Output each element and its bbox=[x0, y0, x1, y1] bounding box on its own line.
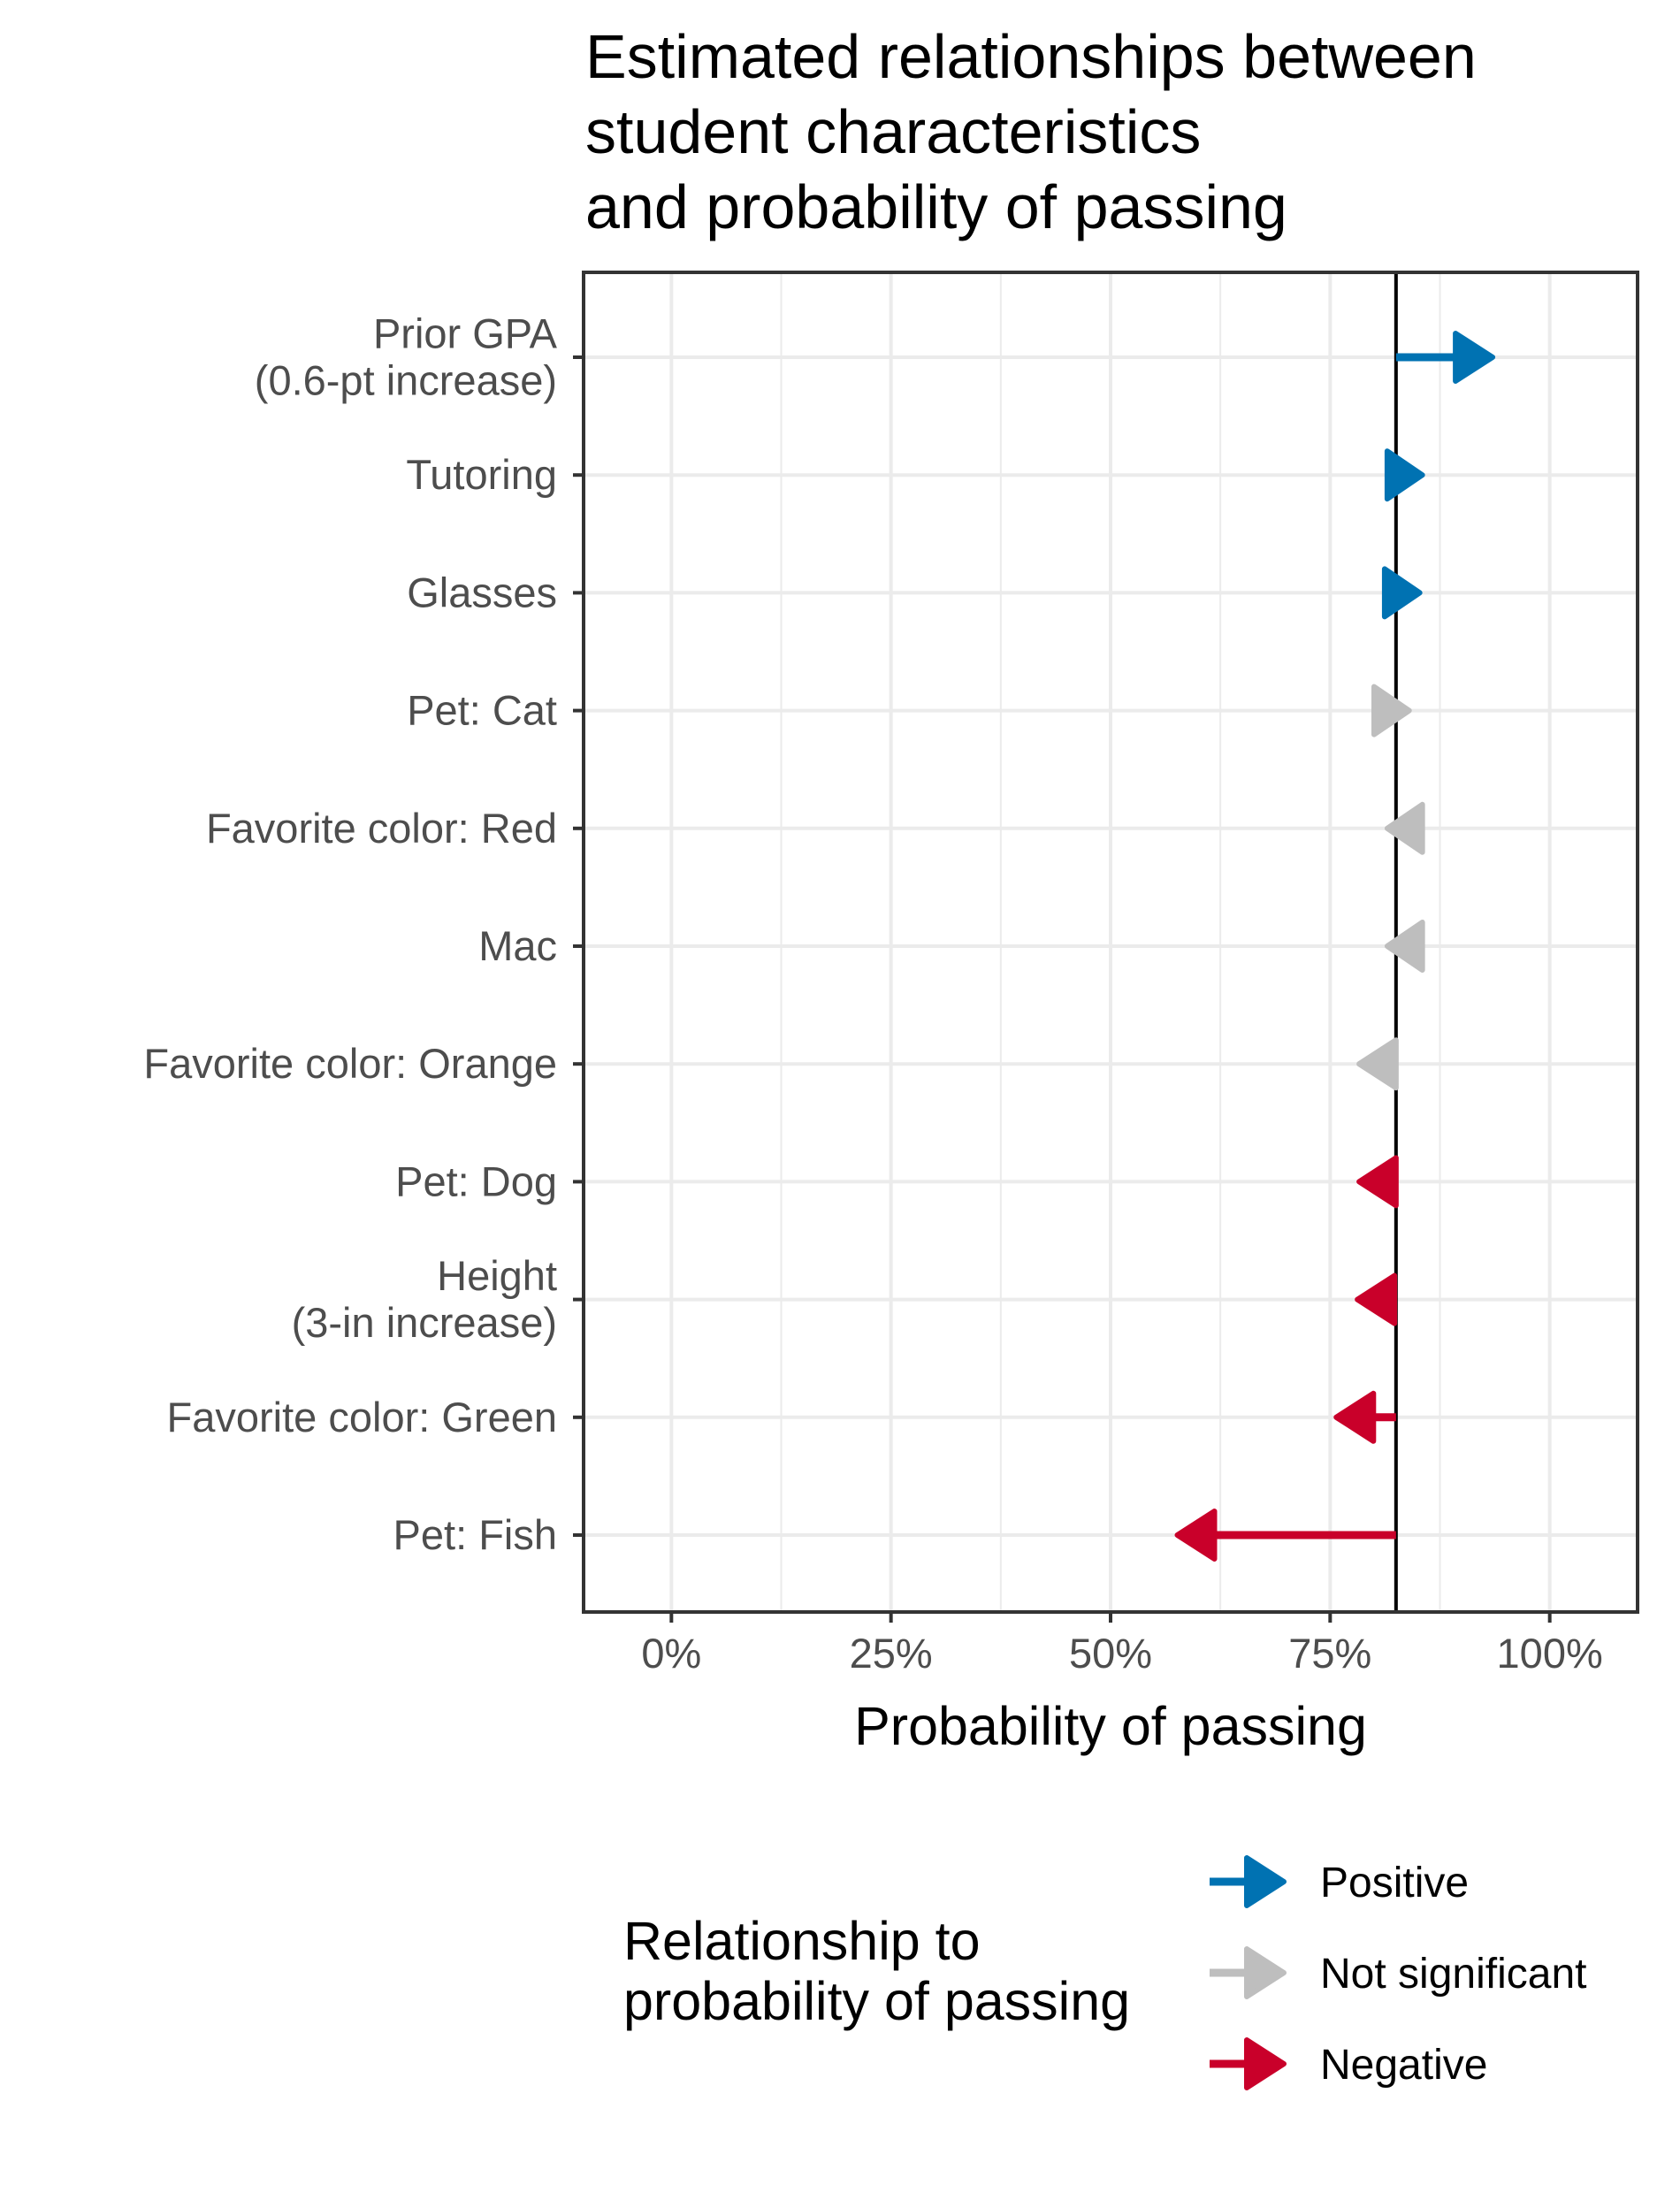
x-axis: 0% 25% 50% 75% 100% Probability of passing bbox=[641, 1612, 1603, 1756]
y-tick-label: Tutoring bbox=[406, 451, 557, 498]
y-tick-label: Favorite color: Green bbox=[167, 1394, 557, 1440]
x-axis-title: Probability of passing bbox=[854, 1696, 1367, 1756]
arrow-not_significant bbox=[1384, 920, 1425, 973]
x-tick-label: 0% bbox=[641, 1630, 701, 1677]
y-tick-label: Favorite color: Orange bbox=[143, 1040, 557, 1087]
arrow-head bbox=[1244, 2037, 1287, 2090]
y-tick-label: Pet: Fish bbox=[393, 1511, 557, 1558]
arrow-head bbox=[1333, 1390, 1377, 1444]
arrow-head bbox=[1384, 801, 1425, 855]
y-tick-label: Mac bbox=[478, 922, 557, 969]
arrow-not_significant bbox=[1384, 801, 1425, 855]
arrow-negative bbox=[1355, 1272, 1398, 1326]
legend-item-negative: Negative bbox=[1210, 2037, 1487, 2090]
legend-key-arrow bbox=[1210, 2037, 1287, 2090]
legend-label: Positive bbox=[1320, 1860, 1469, 1906]
y-tick-label: (0.6-pt increase) bbox=[255, 357, 557, 404]
arrow-negative bbox=[1333, 1390, 1396, 1444]
arrow-head bbox=[1384, 920, 1425, 973]
x-tick-label: 100% bbox=[1497, 1630, 1603, 1677]
legend-label: Negative bbox=[1320, 2042, 1487, 2089]
arrow-head bbox=[1244, 1946, 1287, 1999]
legend-item-not_significant: Not significant bbox=[1210, 1946, 1586, 1999]
arrow-head bbox=[1381, 566, 1423, 620]
arrow-positive bbox=[1381, 566, 1423, 620]
y-tick-label: Prior GPA bbox=[373, 310, 558, 357]
y-tick-label: Pet: Dog bbox=[395, 1157, 557, 1204]
y-tick-label: Height bbox=[437, 1252, 557, 1299]
arrow-not_significant bbox=[1371, 684, 1412, 737]
arrow-positive bbox=[1395, 331, 1496, 384]
arrow-not_significant bbox=[1356, 1037, 1399, 1091]
arrow-head bbox=[1356, 1155, 1399, 1209]
arrow-head bbox=[1244, 1855, 1287, 1908]
legend-item-positive: Positive bbox=[1210, 1855, 1469, 1908]
arrow-head bbox=[1384, 448, 1425, 502]
y-axis: Prior GPA(0.6-pt increase) Tutoring Glasse… bbox=[143, 310, 584, 1558]
chart-title-line: and probability of passing bbox=[585, 172, 1287, 241]
chart-title-line: Estimated relationships between bbox=[585, 22, 1477, 91]
legend-key-arrow bbox=[1210, 1946, 1287, 1999]
arrow-head bbox=[1453, 331, 1496, 384]
arrow-negative bbox=[1174, 1509, 1396, 1562]
y-tick-label: Glasses bbox=[407, 569, 557, 615]
legend-title-line: Relationship to bbox=[623, 1911, 981, 1971]
x-tick-label: 50% bbox=[1069, 1630, 1152, 1677]
gridlines bbox=[584, 272, 1638, 1612]
y-tick-label: Pet: Cat bbox=[407, 687, 557, 734]
legend-key-arrow bbox=[1210, 1855, 1287, 1908]
arrow-positive bbox=[1384, 448, 1425, 502]
legend-label: Not significant bbox=[1320, 1951, 1586, 1998]
x-tick-label: 25% bbox=[850, 1630, 933, 1677]
arrow-negative bbox=[1356, 1155, 1399, 1209]
arrow-head bbox=[1356, 1037, 1399, 1091]
chart-title-line: student characteristics bbox=[585, 97, 1201, 166]
y-tick-label: (3-in increase) bbox=[292, 1299, 557, 1346]
arrows bbox=[1174, 331, 1496, 1562]
legend-title-line: probability of passing bbox=[623, 1971, 1130, 2031]
y-tick-label: Favorite color: Red bbox=[206, 805, 557, 852]
arrow-head bbox=[1371, 684, 1412, 737]
arrow-head bbox=[1355, 1272, 1398, 1326]
arrow-head bbox=[1174, 1509, 1218, 1562]
x-tick-label: 75% bbox=[1288, 1630, 1371, 1677]
